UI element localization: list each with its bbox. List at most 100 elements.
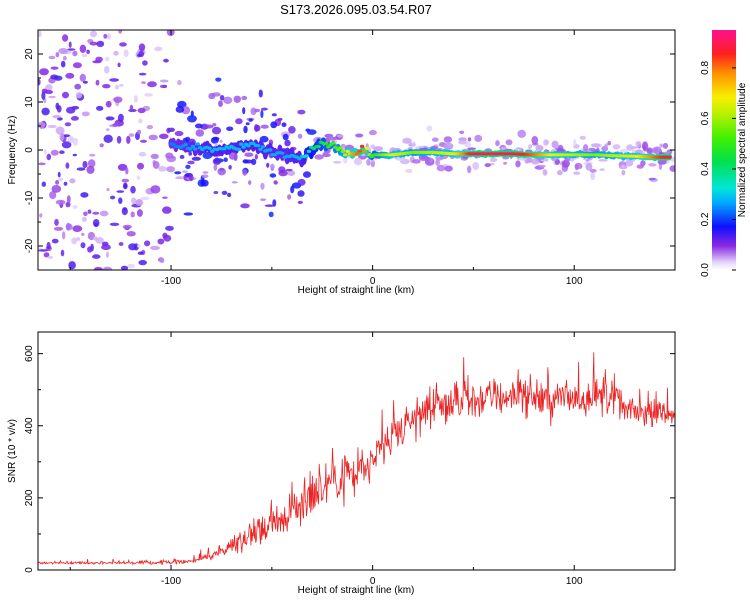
spectrogram-cell <box>138 43 146 52</box>
spectrogram-cell <box>74 83 82 90</box>
spectrogram-cell <box>270 163 275 170</box>
spectrogram-cell <box>219 139 223 143</box>
x-tick-label: -100 <box>161 276 181 287</box>
spectrogram-cell <box>63 56 67 61</box>
spectrogram-cell <box>297 178 306 186</box>
spectrogram-cell <box>68 261 76 270</box>
spectrogram-cell <box>72 62 82 69</box>
spectrogram-cell <box>551 140 559 149</box>
spectrogram-cell <box>126 135 131 144</box>
spectrogram-cell <box>459 130 465 134</box>
spectrogram-cell <box>472 162 480 170</box>
spectrogram-cell <box>621 164 625 168</box>
spectrogram-cell <box>213 190 219 195</box>
spectrogram-cell <box>150 185 161 194</box>
spectrogram-cell <box>79 73 87 82</box>
spectrogram-cell <box>87 246 93 253</box>
y-tick-label: -20 <box>24 238 35 253</box>
spectrogram-cell <box>55 52 60 58</box>
spectrogram-cell <box>219 95 225 101</box>
spectrogram-cell <box>102 84 111 89</box>
spectrogram-cell <box>55 199 66 205</box>
spectrogram-cell <box>117 163 128 171</box>
spectrogram-cell <box>179 154 185 159</box>
spectrogram-cell <box>515 160 521 168</box>
spectrogram-cell <box>105 116 115 121</box>
spectrogram-cell <box>254 154 258 160</box>
spectrogram-cell <box>427 156 431 165</box>
spectrogram-cell <box>226 126 234 132</box>
spectrogram-cell <box>72 137 79 146</box>
spectrogram-cell <box>47 255 54 259</box>
spectrogram-cell <box>154 46 163 52</box>
spectrogram-cell <box>495 140 500 147</box>
spectrogram-cell <box>370 159 376 168</box>
spectrogram-cell <box>245 122 250 126</box>
colorbar-tick-label: 0.0 <box>700 263 711 277</box>
spectrogram-x-label: Height of straight line (km) <box>298 285 415 296</box>
spectrogram-cell <box>573 171 581 175</box>
spectrogram-cell <box>250 158 257 165</box>
spectrogram-cell <box>195 129 205 137</box>
spectrogram-cell <box>467 137 472 142</box>
spectrogram-cell <box>260 109 264 119</box>
spectrogram-cell <box>589 168 597 173</box>
spectrogram-cell <box>260 124 269 129</box>
spectrogram-cell <box>314 154 324 160</box>
spectrogram-cell <box>254 108 261 113</box>
spectrogram-cell <box>89 30 98 38</box>
colorbar-ticks: 0.0 0.2 0.4 0.6 0.8 <box>700 61 736 277</box>
spectrogram-cell <box>140 196 150 201</box>
spectrogram-cell <box>137 251 144 255</box>
spectrogram-cell <box>38 249 48 252</box>
spectrogram-cell <box>284 139 291 147</box>
y-tick-label: 20 <box>24 48 35 60</box>
spectrogram-cell <box>135 199 143 206</box>
spectrogram-cell <box>130 211 135 218</box>
spectrogram-cell <box>43 252 50 258</box>
spectrogram-cell <box>72 153 78 157</box>
spectrogram-cell <box>573 139 577 147</box>
spectrogram-cell <box>503 161 508 165</box>
spectrogram-cell <box>228 151 237 160</box>
spectrogram-cell <box>202 171 209 174</box>
ridge-point <box>171 142 176 146</box>
spectrogram-cell <box>123 49 129 57</box>
ridge-point <box>667 155 672 159</box>
spectrogram-cell <box>83 211 88 217</box>
ridge-point <box>355 152 360 156</box>
spectrogram-cell <box>39 68 49 76</box>
spectrogram-cell <box>648 163 657 167</box>
spectrogram-cell <box>62 91 69 99</box>
spectrogram-cell <box>47 124 57 129</box>
ridge-point <box>236 147 241 151</box>
spectrogram-cell <box>55 180 60 185</box>
spectrogram-cell <box>527 144 533 150</box>
spectrogram-cell <box>162 196 168 199</box>
spectrogram-cell <box>50 149 59 156</box>
spectrogram-cell <box>355 133 364 138</box>
spectrogram-cell <box>598 159 608 162</box>
ridge-point <box>333 145 338 149</box>
y-tick-label: -10 <box>24 190 35 205</box>
y-tick-label: 0 <box>24 567 35 573</box>
spectrogram-cell <box>212 123 217 127</box>
spectrogram-cell <box>264 204 275 207</box>
spectrogram-cell <box>128 243 138 251</box>
snr-y-label: SNR (10 * v/v) <box>7 419 18 483</box>
spectrogram-cell <box>150 245 160 251</box>
spectrogram-cell <box>412 141 416 147</box>
spectrogram-cell <box>150 153 159 160</box>
spectrogram-cell <box>113 50 119 56</box>
spectrogram-cell <box>659 143 663 148</box>
x-tick-label: -100 <box>161 576 181 587</box>
ridge-point <box>280 151 285 155</box>
spectrogram-cell <box>106 251 109 258</box>
spectrogram-cell <box>138 72 147 76</box>
spectrogram-cell <box>228 165 232 170</box>
spectrogram-cell <box>137 162 144 170</box>
spectrogram-cell <box>269 173 277 178</box>
spectrogram-cell <box>58 177 64 182</box>
spectrogram-cell <box>612 144 621 150</box>
spectrogram-cell <box>281 122 287 127</box>
